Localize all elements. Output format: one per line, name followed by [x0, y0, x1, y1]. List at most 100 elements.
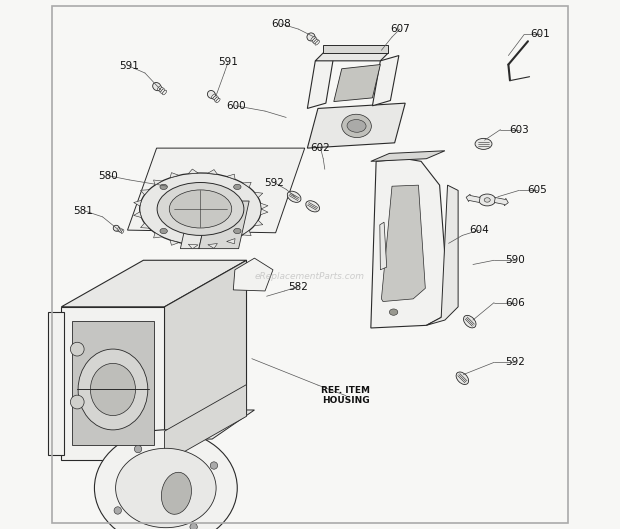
Ellipse shape	[160, 184, 167, 189]
Ellipse shape	[208, 90, 215, 98]
Polygon shape	[134, 212, 141, 217]
FancyArrow shape	[466, 194, 480, 203]
Text: 591: 591	[218, 58, 238, 67]
Ellipse shape	[190, 523, 197, 529]
Ellipse shape	[347, 120, 366, 132]
Ellipse shape	[140, 173, 262, 245]
Polygon shape	[188, 244, 198, 249]
Text: 591: 591	[119, 61, 139, 71]
Polygon shape	[308, 56, 334, 108]
Ellipse shape	[312, 38, 317, 42]
Ellipse shape	[160, 229, 167, 234]
Polygon shape	[334, 65, 380, 102]
Polygon shape	[254, 221, 263, 226]
Polygon shape	[188, 169, 198, 174]
Ellipse shape	[70, 342, 84, 356]
Ellipse shape	[464, 315, 476, 328]
Polygon shape	[141, 190, 149, 195]
Polygon shape	[61, 260, 247, 307]
Polygon shape	[371, 151, 445, 161]
Polygon shape	[226, 174, 235, 179]
Text: 582: 582	[288, 282, 308, 291]
Polygon shape	[164, 260, 247, 460]
Polygon shape	[242, 183, 251, 187]
Polygon shape	[134, 200, 141, 206]
Polygon shape	[260, 203, 268, 209]
Ellipse shape	[314, 39, 318, 44]
Text: 592: 592	[505, 358, 525, 367]
Text: 608: 608	[271, 19, 291, 29]
Ellipse shape	[157, 183, 244, 235]
Text: 592: 592	[264, 178, 284, 187]
Text: 600: 600	[226, 101, 246, 111]
Polygon shape	[128, 148, 304, 233]
Ellipse shape	[115, 448, 216, 527]
Polygon shape	[233, 258, 273, 291]
Polygon shape	[154, 233, 162, 238]
Text: 602: 602	[311, 143, 330, 153]
Polygon shape	[316, 53, 388, 61]
Text: 603: 603	[509, 125, 529, 134]
Ellipse shape	[91, 363, 136, 416]
Polygon shape	[48, 312, 64, 455]
Ellipse shape	[114, 507, 122, 514]
Text: 606: 606	[505, 298, 525, 307]
Ellipse shape	[479, 194, 495, 206]
Ellipse shape	[117, 227, 120, 231]
Ellipse shape	[169, 190, 232, 228]
Polygon shape	[260, 209, 268, 215]
Ellipse shape	[287, 191, 301, 203]
Polygon shape	[61, 307, 164, 460]
Polygon shape	[164, 385, 247, 463]
Ellipse shape	[153, 83, 161, 90]
Ellipse shape	[211, 94, 216, 98]
Text: 607: 607	[390, 24, 410, 34]
Ellipse shape	[121, 230, 124, 233]
Polygon shape	[373, 56, 399, 106]
Polygon shape	[170, 172, 179, 178]
Polygon shape	[88, 410, 254, 439]
Polygon shape	[199, 201, 249, 249]
Ellipse shape	[161, 89, 165, 93]
Ellipse shape	[484, 198, 490, 202]
Polygon shape	[226, 239, 235, 244]
Text: 605: 605	[528, 186, 547, 195]
Ellipse shape	[161, 472, 192, 514]
Polygon shape	[170, 240, 179, 245]
Text: 590: 590	[505, 256, 525, 265]
Polygon shape	[180, 201, 210, 249]
Text: 604: 604	[469, 225, 489, 235]
FancyArrow shape	[494, 197, 508, 206]
Ellipse shape	[234, 229, 241, 234]
Ellipse shape	[315, 41, 319, 45]
Text: 581: 581	[74, 206, 94, 215]
Polygon shape	[141, 223, 149, 228]
Polygon shape	[72, 321, 154, 445]
Text: 580: 580	[98, 171, 118, 180]
Ellipse shape	[157, 86, 161, 90]
Polygon shape	[308, 103, 405, 148]
Polygon shape	[208, 243, 218, 248]
Ellipse shape	[210, 462, 218, 469]
Ellipse shape	[135, 445, 142, 453]
Polygon shape	[371, 159, 448, 328]
Polygon shape	[254, 192, 263, 197]
Text: eReplacementParts.com: eReplacementParts.com	[255, 271, 365, 281]
Polygon shape	[381, 185, 425, 302]
Text: REF. ITEM
HOUSING: REF. ITEM HOUSING	[322, 386, 371, 405]
Ellipse shape	[475, 139, 492, 149]
Polygon shape	[242, 231, 251, 235]
Polygon shape	[208, 170, 218, 175]
Ellipse shape	[162, 90, 167, 95]
Ellipse shape	[94, 430, 237, 529]
Ellipse shape	[306, 200, 319, 212]
Ellipse shape	[70, 395, 84, 409]
Polygon shape	[323, 45, 388, 53]
Ellipse shape	[342, 114, 371, 138]
Polygon shape	[427, 185, 458, 325]
Ellipse shape	[307, 33, 315, 41]
Ellipse shape	[215, 97, 219, 101]
Ellipse shape	[234, 184, 241, 189]
Ellipse shape	[311, 37, 316, 41]
Ellipse shape	[213, 96, 217, 100]
